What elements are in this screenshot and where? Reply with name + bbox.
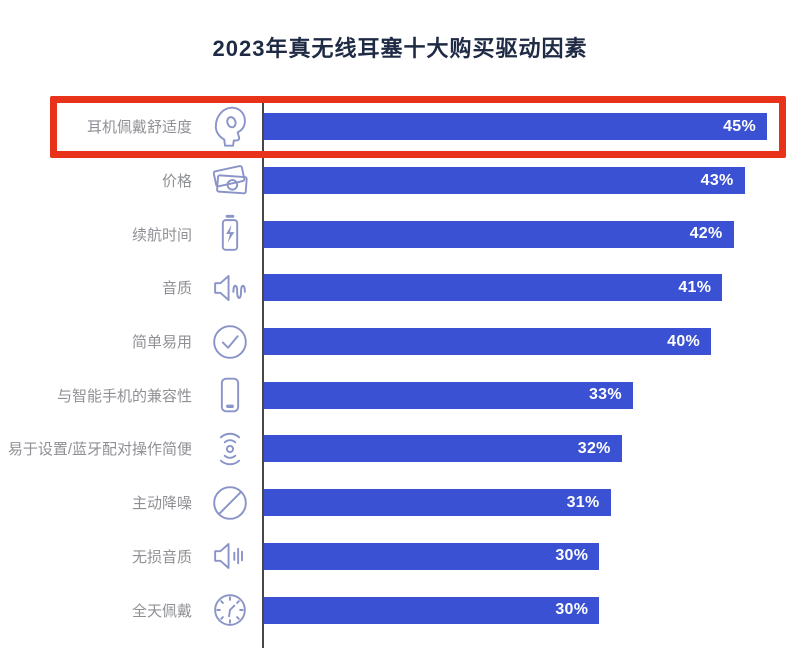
category-label: 易于设置/蓝牙配对操作简便: [7, 441, 192, 459]
chart-rows: 耳机佩戴舒适度 45% 价格 43% 续航时间 42%: [0, 96, 800, 637]
bar: 31%: [264, 489, 611, 517]
bar: 43%: [264, 167, 745, 195]
speaker-wave-icon: [196, 265, 263, 311]
check-circle-icon: [196, 319, 263, 365]
bar: 30%: [264, 596, 600, 624]
bar-track: 45%: [263, 113, 800, 141]
bar-track: 31%: [263, 489, 800, 517]
bar-track: 43%: [263, 167, 800, 195]
wireless-signal-icon: [196, 426, 263, 472]
category-label: 音质: [161, 280, 192, 298]
bar-value-label: 45%: [723, 117, 756, 135]
category-label: 续航时间: [131, 226, 192, 244]
chart-row: 主动降噪 31%: [0, 476, 800, 530]
head-earbud-icon: [196, 104, 263, 150]
chart-row: 全天佩戴 30%: [0, 583, 800, 637]
chart-row: 简单易用 40%: [0, 315, 800, 369]
chart-row: 易于设置/蓝牙配对操作简便 32%: [0, 422, 800, 476]
bar: 32%: [264, 435, 622, 463]
bar-value-label: 30%: [555, 547, 589, 565]
chart-row: 价格 43%: [0, 154, 800, 208]
category-label: 全天佩戴: [131, 602, 192, 620]
bar: 42%: [264, 220, 734, 248]
bar-track: 30%: [263, 542, 800, 570]
speaker-lines-icon: [196, 533, 263, 579]
chart-row: 与智能手机的兼容性 33%: [0, 368, 800, 422]
chart-title: 2023年真无线耳塞十大购买驱动因素: [212, 36, 588, 61]
chart-row: 续航时间 42%: [0, 207, 800, 261]
battery-icon: [196, 211, 263, 257]
bar-value-label: 33%: [588, 386, 622, 404]
bar-track: 42%: [263, 220, 800, 248]
bar-value-label: 31%: [566, 493, 600, 511]
clock-icon: [196, 587, 263, 633]
bar: 40%: [264, 328, 712, 356]
y-axis-line: [262, 102, 264, 648]
bar: 45%: [264, 113, 767, 141]
bar-value-label: 30%: [555, 601, 589, 619]
chart-row: 耳机佩戴舒适度 45%: [0, 96, 800, 158]
category-label: 简单易用: [131, 334, 192, 352]
bar-value-label: 43%: [700, 171, 734, 189]
bar-value-label: 41%: [678, 278, 712, 296]
bar-value-label: 42%: [689, 225, 723, 243]
bar: 41%: [264, 274, 723, 302]
bar-track: 40%: [263, 328, 800, 356]
category-label: 与智能手机的兼容性: [56, 387, 192, 405]
category-label: 价格: [161, 173, 192, 191]
bar-track: 33%: [263, 381, 800, 409]
category-label: 无损音质: [131, 548, 192, 566]
money-icon: [196, 158, 263, 204]
bar-value-label: 32%: [577, 439, 611, 457]
no-sign-icon: [196, 480, 263, 526]
chart-row: 音质 41%: [0, 261, 800, 315]
category-label: 耳机佩戴舒适度: [86, 119, 192, 137]
bar-value-label: 40%: [667, 332, 701, 350]
bar-track: 41%: [263, 274, 800, 302]
smartphone-icon: [196, 372, 263, 418]
bar-track: 32%: [263, 435, 800, 463]
category-label: 主动降噪: [131, 495, 192, 513]
bar-track: 30%: [263, 596, 800, 624]
bar: 33%: [264, 381, 633, 409]
chart-row: 无损音质 30%: [0, 530, 800, 584]
bar: 30%: [264, 542, 600, 570]
